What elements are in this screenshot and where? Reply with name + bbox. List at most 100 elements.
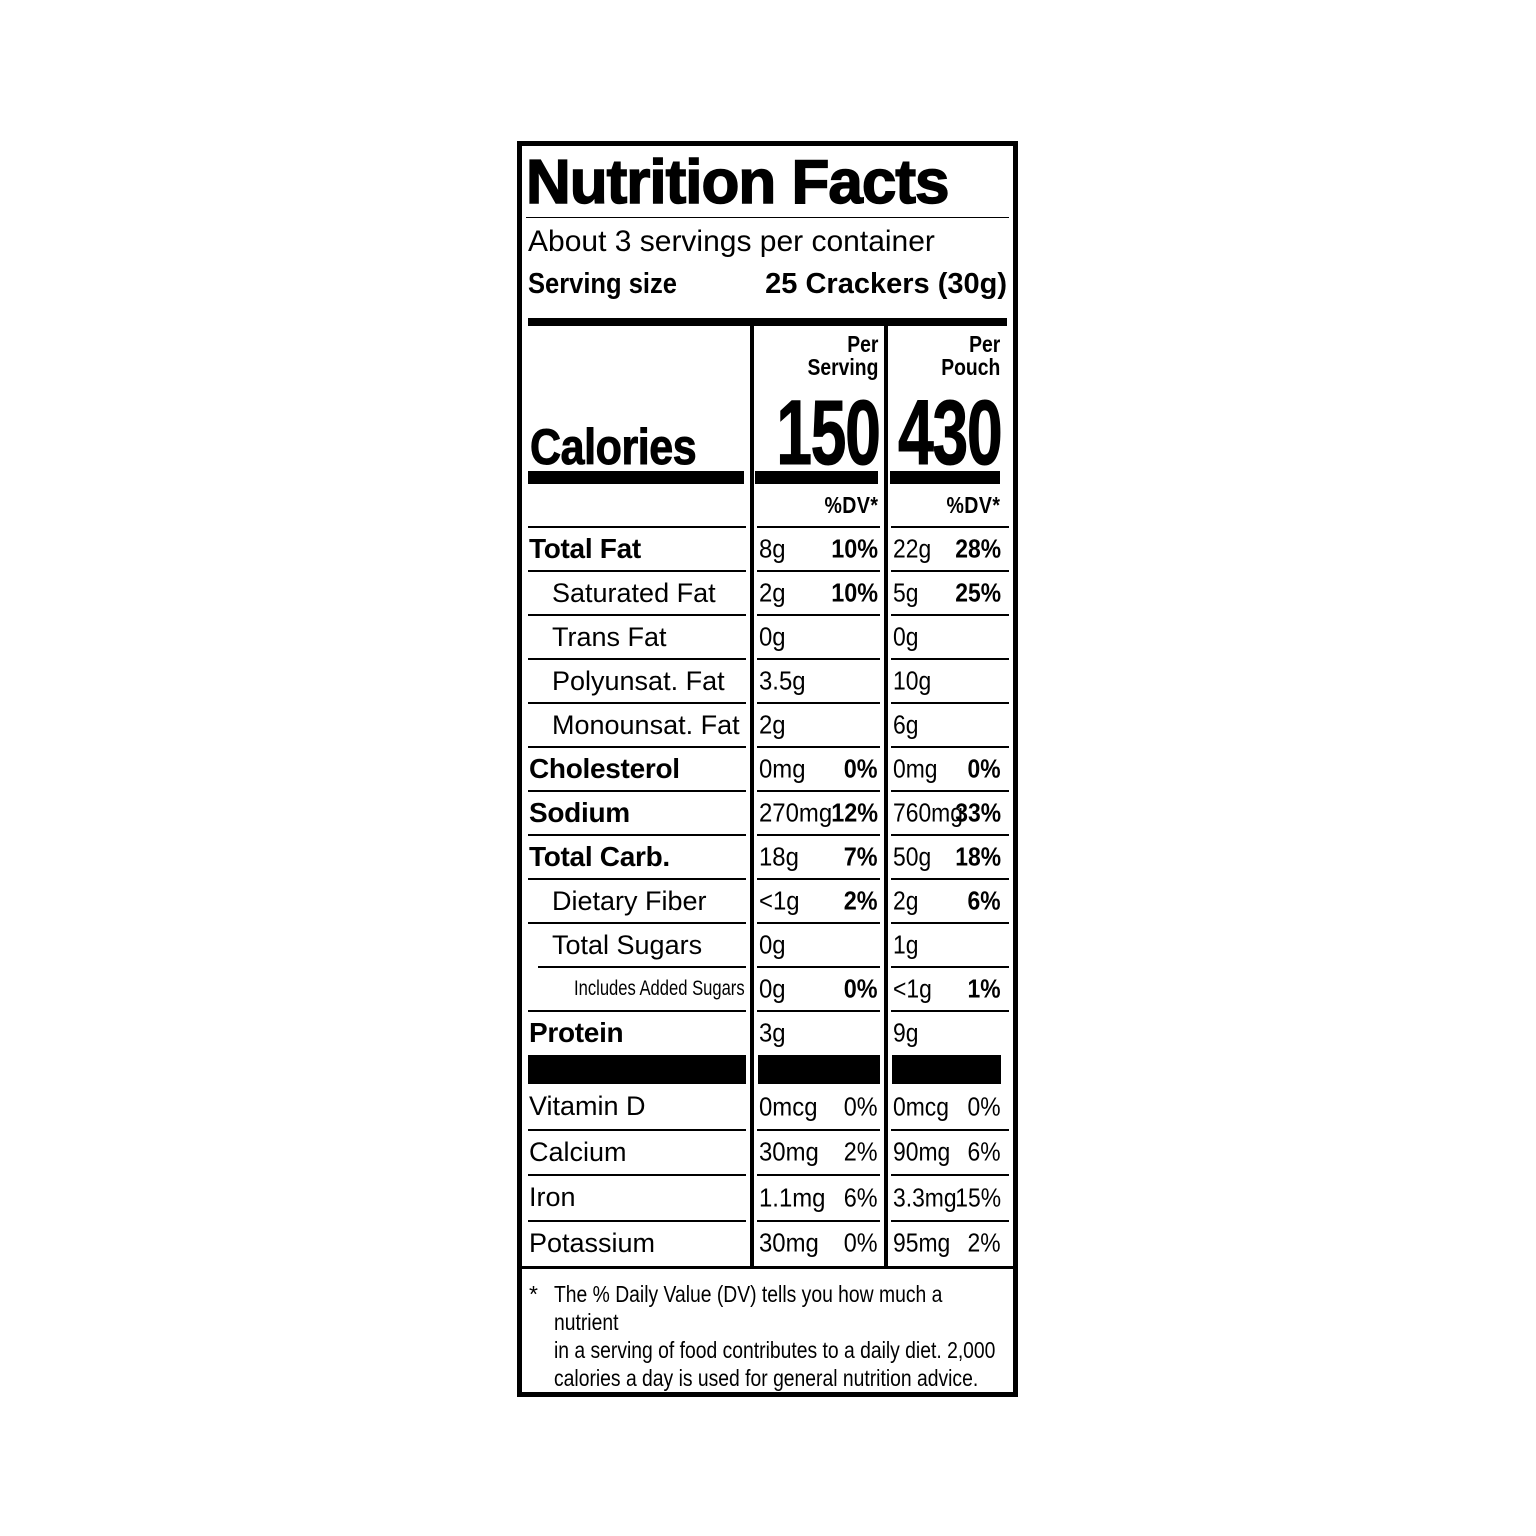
per-pouch-header-cell: Per Pouch 430 %DV* xyxy=(884,326,1013,528)
nutrient-per-serving: 8g 10% xyxy=(750,527,884,572)
nutrient-dv: 1% xyxy=(967,973,1001,1004)
nutrient-amount: 18g xyxy=(759,841,799,872)
nutrient-per-serving: 0g xyxy=(750,923,884,968)
nutrient-dv: 10% xyxy=(831,577,878,608)
nutrient-amount: 0g xyxy=(759,929,786,960)
nutrient-per-pouch: 1g xyxy=(884,923,1013,968)
nutrient-dv: 10% xyxy=(831,533,878,564)
vitamin-per-serving: 0mcg 0% xyxy=(750,1084,884,1130)
nutrient-dv: 0% xyxy=(967,1091,1001,1122)
nutrient-amount: 30mg xyxy=(759,1227,819,1258)
separator-bar-cell xyxy=(750,1055,884,1084)
nutrient-per-pouch: 0mg 0% xyxy=(884,747,1013,792)
nutrient-amount: 30mg xyxy=(759,1136,819,1167)
nutrient-per-pouch: 10g xyxy=(884,659,1013,704)
separator-bar-black xyxy=(528,1055,746,1084)
servings-per-container: About 3 servings per container xyxy=(528,224,935,258)
nutrient-amount: 0mcg xyxy=(759,1091,818,1122)
nutrient-dv: 6% xyxy=(967,1136,1001,1167)
calories-header-top: Calories xyxy=(522,326,750,473)
nutrient-dv: 28% xyxy=(955,533,1001,564)
nutrient-per-pouch: 9g xyxy=(884,1011,1013,1055)
serving-size-value: 25 Crackers (30g) xyxy=(765,267,1007,300)
nutrient-dv: 33% xyxy=(955,797,1001,828)
dv-header-per-serving: %DV* xyxy=(824,492,878,518)
nutrient-amount: 760mg xyxy=(893,797,963,828)
vitamin-per-serving: 1.1mg 6% xyxy=(750,1175,884,1221)
nutrient-dv: 15% xyxy=(955,1182,1001,1213)
nutrient-row-label: Sodium xyxy=(522,791,750,836)
nutrient-amount: 270mg xyxy=(759,797,833,828)
nutrient-dv: 0% xyxy=(967,753,1001,784)
separator-bar-cell xyxy=(884,1055,1013,1084)
nutrient-amount: 2g xyxy=(759,709,786,740)
nutrient-amount: 0g xyxy=(759,621,786,652)
per-pouch-heading: Per Pouch xyxy=(930,333,1000,379)
calories-per-serving-value: 150 xyxy=(775,382,880,484)
nutrient-dv: 7% xyxy=(844,841,878,872)
nutrient-name: Protein xyxy=(529,1017,624,1048)
nutrient-per-pouch: 50g 18% xyxy=(884,835,1013,880)
nutrient-row-label: Cholesterol xyxy=(522,747,750,792)
nutrient-amount: <1g xyxy=(759,885,800,916)
nutrient-amount: 0mg xyxy=(759,753,806,784)
vitamin-per-serving: 30mg 0% xyxy=(750,1220,884,1266)
calories-header-cell: Calories xyxy=(522,326,750,528)
nutrient-per-serving: 0mg 0% xyxy=(750,747,884,792)
footnote-line: calories a day is used for general nutri… xyxy=(554,1365,979,1391)
nutrient-per-serving: 2g xyxy=(750,703,884,748)
vitamin-row-label: Calcium xyxy=(522,1130,750,1176)
footnote-line: in a serving of food contributes to a da… xyxy=(554,1337,996,1363)
nutrient-row-label: Monounsat. Fat xyxy=(522,703,750,748)
nutrient-dv: 25% xyxy=(955,577,1001,608)
per-pouch-header-top: Per Pouch 430 xyxy=(888,326,1013,484)
nutrient-dv: 6% xyxy=(967,885,1001,916)
vitamin-per-serving: 30mg 2% xyxy=(750,1129,884,1176)
nutrient-per-pouch: 22g 28% xyxy=(884,527,1013,572)
nutrient-amount: 2g xyxy=(759,577,786,608)
calories-per-pouch-value: 430 xyxy=(898,382,1003,484)
per-pouch-dv-zone: %DV* xyxy=(888,484,1013,527)
nutrient-amount: 1.1mg xyxy=(759,1182,826,1213)
per-serving-heading: Per Serving xyxy=(794,333,878,379)
vitamin-name: Potassium xyxy=(529,1227,656,1258)
nutrient-dv: 2% xyxy=(844,885,878,916)
nutrient-amount: 1g xyxy=(893,929,919,960)
label-title: Nutrition Facts xyxy=(525,148,950,217)
nutrient-dv: 0% xyxy=(844,1227,878,1258)
per-pouch-heading-line2: Pouch xyxy=(940,354,1000,380)
calories-underline-bar xyxy=(528,471,744,484)
nutrition-facts-label: Nutrition Facts About 3 servings per con… xyxy=(517,141,1018,1397)
title-rule xyxy=(526,217,1009,218)
vitamin-per-pouch: 90mg 6% xyxy=(884,1129,1013,1176)
nutrient-name: Monounsat. Fat xyxy=(552,709,740,740)
nutrient-name: Trans Fat xyxy=(552,621,667,652)
nutrient-per-serving: 18g 7% xyxy=(750,835,884,880)
separator-bar-black xyxy=(892,1055,1001,1084)
nutrient-per-serving: 2g 10% xyxy=(750,571,884,616)
nutrient-row-label: Includes Added Sugars xyxy=(522,967,750,1012)
vitamin-row-label: Vitamin D xyxy=(522,1084,750,1130)
nutrient-row-label: Dietary Fiber xyxy=(522,879,750,924)
footnote-asterisk: * xyxy=(529,1281,538,1307)
dv-header-spacer xyxy=(522,484,750,527)
separator-bar-thin xyxy=(522,1266,1013,1269)
nutrient-per-pouch: 5g 25% xyxy=(884,571,1013,616)
nutrient-per-serving: 0g xyxy=(750,615,884,660)
nutrient-name: Sodium xyxy=(529,797,630,828)
per-pouch-heading-line1: Per xyxy=(968,331,1000,357)
nutrient-row-label: Trans Fat xyxy=(522,615,750,660)
separator-bar-black xyxy=(758,1055,880,1084)
nutrient-name: Total Fat xyxy=(529,533,641,564)
per-serving-heading-line2: Serving xyxy=(807,354,878,380)
nutrient-per-serving: 0g 0% xyxy=(750,967,884,1012)
nutrient-dv: 12% xyxy=(831,797,878,828)
nutrient-dv: 0% xyxy=(844,973,878,1004)
nutrient-row-label: Polyunsat. Fat xyxy=(522,659,750,704)
nutrient-amount: 95mg xyxy=(893,1227,951,1258)
nutrient-amount: 3.3mg xyxy=(893,1182,957,1213)
separator-bar-cell xyxy=(522,1055,750,1084)
footnote: * The % Daily Value (DV) tells you how m… xyxy=(529,1280,1009,1392)
nutrition-table: Calories Per Serving 150 %DV* xyxy=(522,326,1013,1266)
nutrient-row-label: Total Carb. xyxy=(522,835,750,880)
